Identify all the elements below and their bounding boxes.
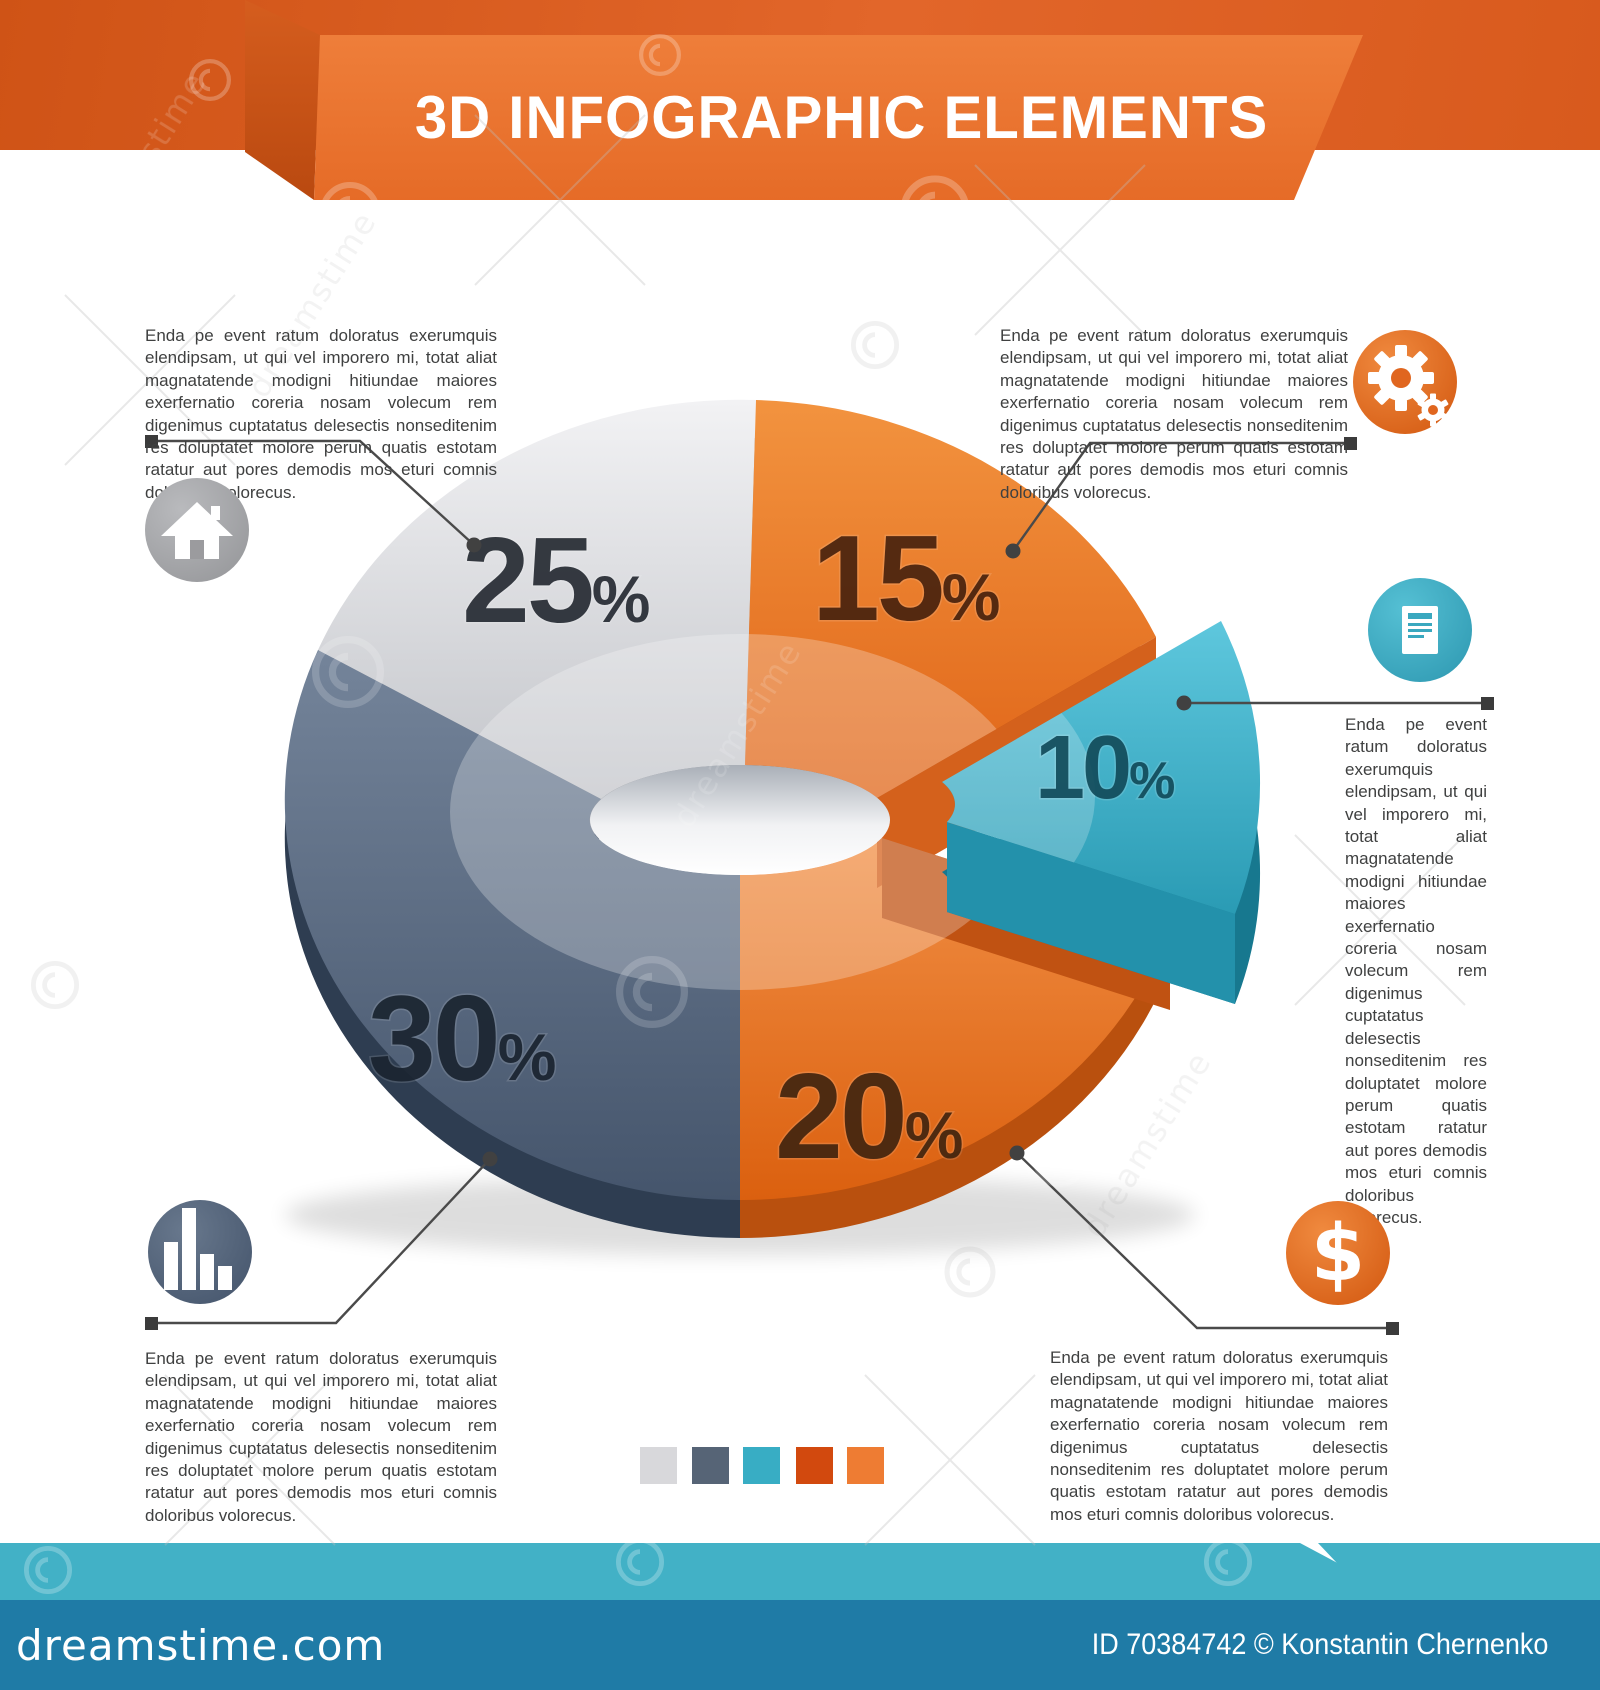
watermark-site-logo: dreamstime.com: [16, 1620, 386, 1670]
document-icon: [1368, 578, 1472, 682]
slice-30: [284, 650, 740, 1200]
annotation-right: Enda pe event ratum doloratus exerumquis…: [1345, 714, 1487, 1229]
house-icon: [145, 478, 249, 582]
svg-text:30%: 30%: [368, 970, 555, 1106]
watermark-text: dreamstime: [665, 634, 810, 834]
pie-shadow: [285, 1175, 1195, 1255]
page-title: 3D INFOGRAPHIC ELEMENTS: [414, 84, 1269, 151]
label-30: 30: [368, 970, 498, 1106]
annotation-top-left: Enda pe event ratum doloratus exerumquis…: [145, 325, 497, 504]
bar-chart-icon: [148, 1200, 252, 1304]
dollar-icon: $: [1286, 1201, 1390, 1305]
swatch-orange: [847, 1447, 884, 1484]
annotation-text: Enda pe event ratum doloratus exerumquis…: [1345, 715, 1487, 1227]
annotation-text: Enda pe event ratum doloratus exerumquis…: [145, 326, 497, 502]
annotation-text: Enda pe event ratum doloratus exerumquis…: [1000, 326, 1348, 502]
svg-text:10%: 10%: [1035, 718, 1174, 818]
connector-lines: [145, 435, 1494, 1335]
swatch-silver: [640, 1447, 677, 1484]
swatch-teal: [743, 1447, 780, 1484]
swatch-dark-orange: [796, 1447, 833, 1484]
dollar-glyph: $: [1311, 1209, 1365, 1299]
gears-icon: [1353, 330, 1457, 434]
gap-wall-20: [882, 838, 1170, 1010]
label-10: 10: [1035, 718, 1129, 818]
annotation-text: Enda pe event ratum doloratus exerumquis…: [145, 1349, 497, 1525]
watermark-credit-bar: [0, 1600, 1600, 1690]
label-15: 15: [812, 510, 942, 646]
gap-wall-15: [877, 637, 1156, 888]
inner-ring-highlight: [450, 634, 1030, 990]
pie-slices: [284, 399, 1170, 1200]
annotation-bottom-left: Enda pe event ratum doloratus exerumquis…: [145, 1348, 497, 1527]
annotation-bottom-right: Enda pe event ratum doloratus exerumquis…: [1050, 1347, 1388, 1526]
watermark-text: dreamstime: [1075, 1044, 1220, 1244]
swatch-slate: [692, 1447, 729, 1484]
annotation-top-right: Enda pe event ratum doloratus exerumquis…: [1000, 325, 1348, 504]
svg-text:15%: 15%: [812, 510, 999, 646]
slice-10-exploded: [942, 621, 1261, 1004]
annotation-text: Enda pe event ratum doloratus exerumquis…: [1050, 1348, 1388, 1524]
label-20: 20: [775, 1048, 905, 1184]
teal-strip-ribbon-tail: [1318, 1543, 1390, 1581]
svg-text:20%: 20%: [775, 1048, 962, 1184]
pie-labels: 25% 15% 10% 20% 30%: [367, 509, 1179, 1186]
pie-3d-sides: [284, 437, 1170, 1238]
donut-hole: [590, 765, 890, 875]
label-25: 25: [462, 512, 592, 648]
watermark-credit: ID 70384742 © Konstantin Chernenko: [1091, 1628, 1548, 1661]
svg-text:25%: 25%: [462, 512, 649, 648]
slice-20: [740, 838, 1170, 1200]
